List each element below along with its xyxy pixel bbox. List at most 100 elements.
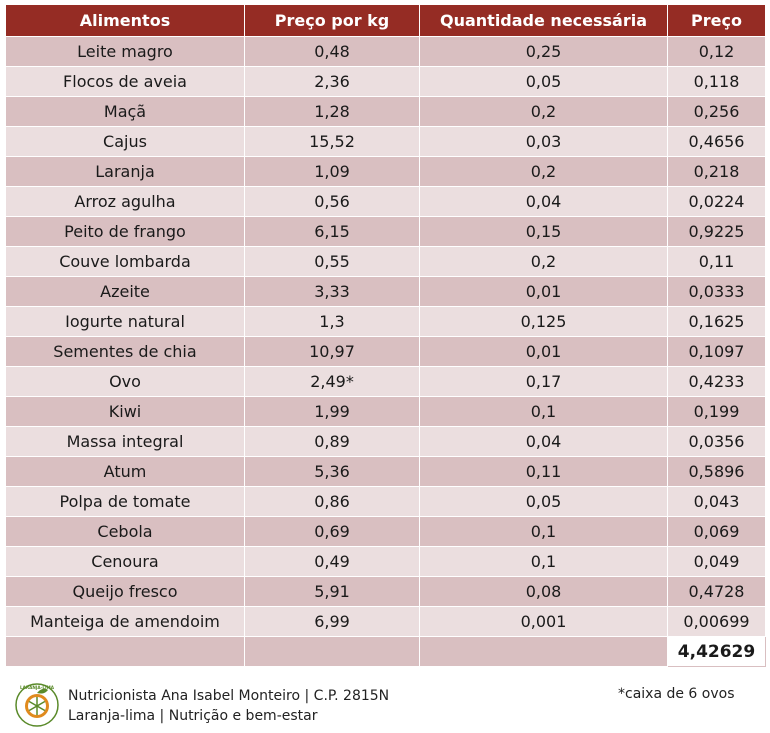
table-row: Arroz agulha 0,56 0,04 0,0224 xyxy=(5,186,766,217)
food-cell: Polpa de tomate xyxy=(5,486,245,517)
price-per-kg-cell: 1,28 xyxy=(244,96,420,127)
quantity-cell: 0,17 xyxy=(419,366,668,397)
price-cell: 0,11 xyxy=(667,246,766,277)
price-per-kg-cell: 0,86 xyxy=(244,486,420,517)
price-cell: 0,256 xyxy=(667,96,766,127)
table-row: Polpa de tomate 0,86 0,05 0,043 xyxy=(5,486,766,517)
price-cell: 0,12 xyxy=(667,36,766,67)
food-cell: Manteiga de amendoim xyxy=(5,606,245,637)
table-row: Maçã 1,28 0,2 0,256 xyxy=(5,96,766,127)
header-row: Alimentos Preço por kg Quantidade necess… xyxy=(5,4,766,37)
logo-text: LARANJA-LIMA xyxy=(20,685,55,690)
quantity-cell: 0,15 xyxy=(419,216,668,247)
quantity-cell: 0,01 xyxy=(419,336,668,367)
price-per-kg-cell: 10,97 xyxy=(244,336,420,367)
price-per-kg-cell: 0,48 xyxy=(244,36,420,67)
price-cell: 0,069 xyxy=(667,516,766,547)
price-cell: 0,1625 xyxy=(667,306,766,337)
food-cell: Ovo xyxy=(5,366,245,397)
food-cell: Cebola xyxy=(5,516,245,547)
food-cell: Cajus xyxy=(5,126,245,157)
price-per-kg-cell: 1,99 xyxy=(244,396,420,427)
quantity-cell: 0,1 xyxy=(419,516,668,547)
quantity-cell: 0,01 xyxy=(419,276,668,307)
footnote: *caixa de 6 ovos xyxy=(618,686,735,702)
table-row: Flocos de aveia 2,36 0,05 0,118 xyxy=(5,66,766,97)
total-row: 4,42629 xyxy=(5,636,766,667)
price-cell: 0,049 xyxy=(667,546,766,577)
quantity-cell: 0,03 xyxy=(419,126,668,157)
price-cell: 0,4233 xyxy=(667,366,766,397)
table-row: Atum 5,36 0,11 0,5896 xyxy=(5,456,766,487)
price-cell: 0,1097 xyxy=(667,336,766,367)
credit-line-2: Laranja-lima | Nutrição e bem-estar xyxy=(68,708,318,724)
food-cell: Sementes de chia xyxy=(5,336,245,367)
quantity-cell: 0,1 xyxy=(419,546,668,577)
food-cell: Leite magro xyxy=(5,36,245,67)
quantity-cell: 0,125 xyxy=(419,306,668,337)
table-row: Cajus 15,52 0,03 0,4656 xyxy=(5,126,766,157)
price-cell: 0,9225 xyxy=(667,216,766,247)
table-row: Azeite 3,33 0,01 0,0333 xyxy=(5,276,766,307)
table-row: Peito de frango 6,15 0,15 0,9225 xyxy=(5,216,766,247)
price-cell: 0,0356 xyxy=(667,426,766,457)
food-cell: Arroz agulha xyxy=(5,186,245,217)
table-row: Couve lombarda 0,55 0,2 0,11 xyxy=(5,246,766,277)
quantity-cell: 0,25 xyxy=(419,36,668,67)
credit-block: Nutricionista Ana Isabel Monteiro | C.P.… xyxy=(68,686,389,726)
price-cell: 0,118 xyxy=(667,66,766,97)
price-cell: 0,199 xyxy=(667,396,766,427)
quantity-cell: 0,2 xyxy=(419,96,668,127)
food-cell: Couve lombarda xyxy=(5,246,245,277)
header-preco-por-kg: Preço por kg xyxy=(244,4,420,37)
price-per-kg-cell: 5,36 xyxy=(244,456,420,487)
price-per-kg-cell: 2,49* xyxy=(244,366,420,397)
price-cell: 0,5896 xyxy=(667,456,766,487)
food-cell: Laranja xyxy=(5,156,245,187)
quantity-cell: 0,001 xyxy=(419,606,668,637)
total-value: 4,42629 xyxy=(667,636,766,667)
food-cell: Flocos de aveia xyxy=(5,66,245,97)
price-per-kg-cell: 15,52 xyxy=(244,126,420,157)
price-cell: 0,0224 xyxy=(667,186,766,217)
table-row: Iogurte natural 1,3 0,125 0,1625 xyxy=(5,306,766,337)
quantity-cell: 0,2 xyxy=(419,246,668,277)
price-per-kg-cell: 1,09 xyxy=(244,156,420,187)
quantity-cell: 0,05 xyxy=(419,486,668,517)
quantity-cell: 0,11 xyxy=(419,456,668,487)
food-cell: Massa integral xyxy=(5,426,245,457)
price-cell: 0,4656 xyxy=(667,126,766,157)
price-per-kg-cell: 1,3 xyxy=(244,306,420,337)
quantity-cell: 0,05 xyxy=(419,66,668,97)
header-alimentos: Alimentos xyxy=(5,4,245,37)
table-row: Cebola 0,69 0,1 0,069 xyxy=(5,516,766,547)
total-empty-cell xyxy=(419,636,668,667)
table-row: Queijo fresco 5,91 0,08 0,4728 xyxy=(5,576,766,607)
table-row: Cenoura 0,49 0,1 0,049 xyxy=(5,546,766,577)
food-cell: Atum xyxy=(5,456,245,487)
price-per-kg-cell: 5,91 xyxy=(244,576,420,607)
table-row: Manteiga de amendoim 6,99 0,001 0,00699 xyxy=(5,606,766,637)
credit-line-1: Nutricionista Ana Isabel Monteiro | C.P.… xyxy=(68,688,390,704)
table-row: Laranja 1,09 0,2 0,218 xyxy=(5,156,766,187)
table-row: Leite magro 0,48 0,25 0,12 xyxy=(5,36,766,67)
footer: LARANJA-LIMA Nutricionista Ana Isabel Mo… xyxy=(0,680,770,733)
quantity-cell: 0,1 xyxy=(419,396,668,427)
price-cell: 0,0333 xyxy=(667,276,766,307)
table-row: Kiwi 1,99 0,1 0,199 xyxy=(5,396,766,427)
header-preco: Preço xyxy=(667,4,766,37)
total-empty-cell xyxy=(5,636,245,667)
food-cell: Iogurte natural xyxy=(5,306,245,337)
table-row: Ovo 2,49* 0,17 0,4233 xyxy=(5,366,766,397)
price-per-kg-cell: 2,36 xyxy=(244,66,420,97)
price-per-kg-cell: 0,89 xyxy=(244,426,420,457)
price-per-kg-cell: 6,99 xyxy=(244,606,420,637)
price-cell: 0,4728 xyxy=(667,576,766,607)
laranja-lima-logo: LARANJA-LIMA xyxy=(15,683,59,727)
food-cell: Azeite xyxy=(5,276,245,307)
food-cell: Queijo fresco xyxy=(5,576,245,607)
quantity-cell: 0,08 xyxy=(419,576,668,607)
quantity-cell: 0,04 xyxy=(419,426,668,457)
food-cell: Kiwi xyxy=(5,396,245,427)
price-cell: 0,043 xyxy=(667,486,766,517)
